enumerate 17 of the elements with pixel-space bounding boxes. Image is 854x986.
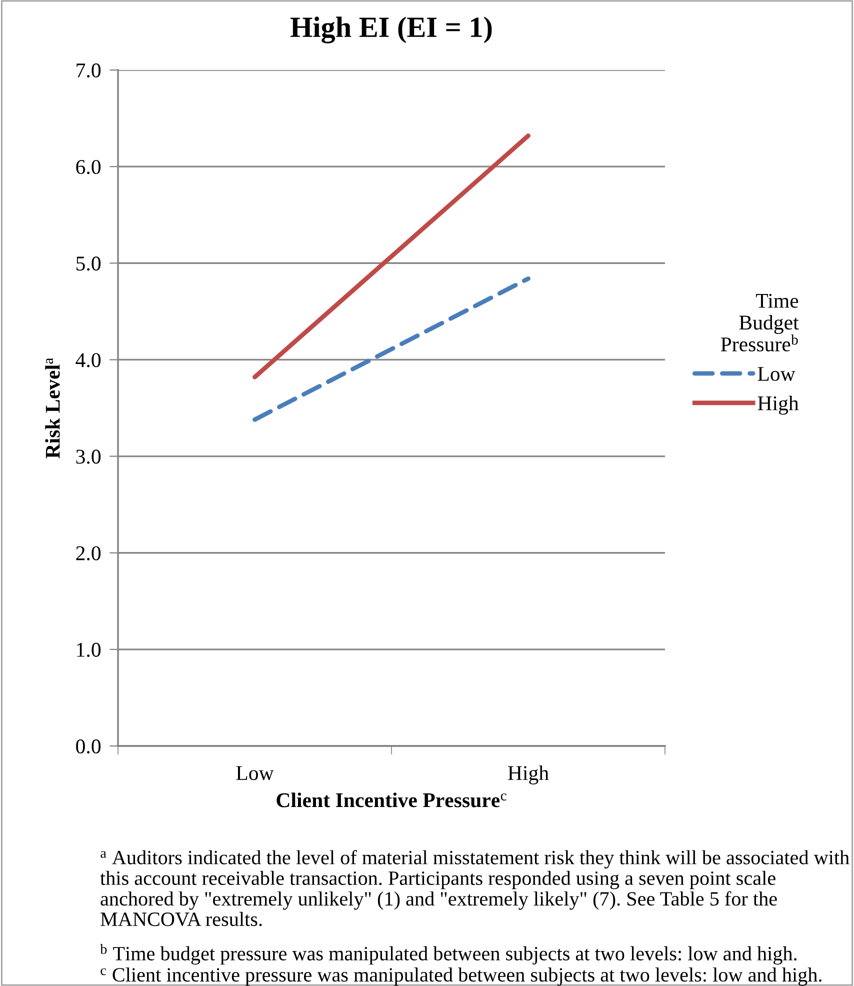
y-axis-title: Risk Level$^{a}$ bbox=[45, 358, 60, 458]
text: $^{b}$ Time budget pressure was manipulated between subjects at two levels: low and high. bbox=[100, 944, 796, 965]
chart-title: High EI (EI = 1) bbox=[290, 16, 492, 44]
y-tick-label: 5.0 bbox=[76, 256, 101, 271]
x-axis-title: Client Incentive Pressure$^{c}$ bbox=[276, 792, 506, 808]
legend-label: High bbox=[758, 396, 799, 415]
y-tick-label: 7.0 bbox=[76, 63, 101, 78]
y-tick-label: 1.0 bbox=[77, 642, 101, 657]
y-tick-label: 4.0 bbox=[76, 353, 101, 368]
legend-label: Low bbox=[758, 367, 796, 381]
y-tick-label: 6.0 bbox=[76, 160, 101, 174]
text: $^{a}$ Auditors indicated the level of material misstatement risk they think will be associated with this account receivable transaction. Participants responded using a seven point scale anchored by "extremely unlikely" (1) and "extremely likely" (7). See Table 5 for the MANCOVA results. bbox=[100, 850, 850, 926]
y-tick-label: 3.0 bbox=[76, 450, 101, 464]
text: $^{c}$ Client incentive pressure was manipulated between subjects at two levels: low and high. bbox=[100, 968, 822, 986]
y-tick-label: 2.0 bbox=[76, 546, 101, 560]
legend-title: Time Budget Pressure$^{b}$ bbox=[720, 294, 799, 352]
y-tick-label: 0.0 bbox=[76, 739, 101, 754]
